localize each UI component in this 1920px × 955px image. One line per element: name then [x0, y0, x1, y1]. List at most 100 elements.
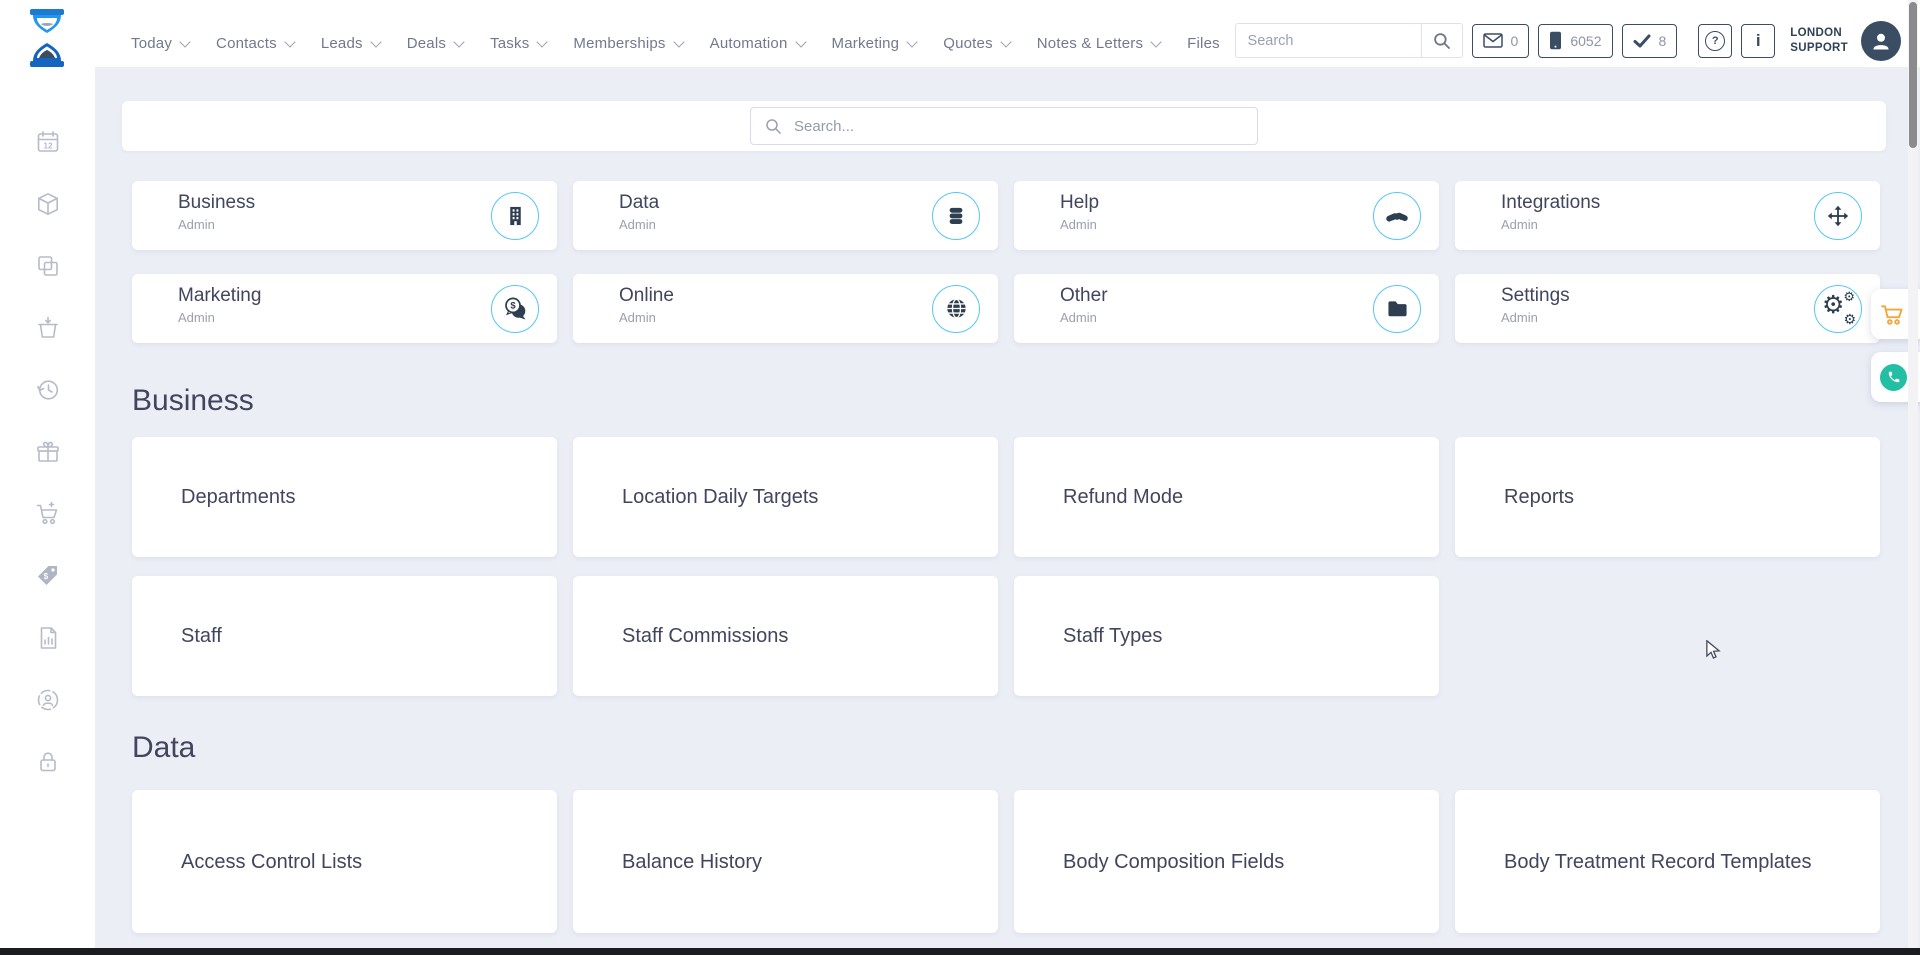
report-file-icon[interactable]	[35, 625, 61, 651]
category-title: Online	[619, 285, 674, 306]
settings-item-body-treatment-record-templates[interactable]: Body Treatment Record Templates	[1455, 790, 1880, 933]
phone-badge[interactable]: 6052	[1538, 23, 1613, 58]
section-heading-data: Data	[132, 731, 196, 764]
chevron-down-icon	[284, 35, 296, 48]
chevron-down-icon	[906, 35, 918, 48]
settings-item-location-daily-targets[interactable]: Location Daily Targets	[573, 437, 998, 557]
page-scrollbar[interactable]	[1908, 0, 1918, 955]
category-card-integrations[interactable]: Integrations Admin	[1455, 181, 1880, 250]
item-label: Access Control Lists	[181, 850, 363, 873]
nav-automation[interactable]: Automation	[710, 35, 807, 52]
question-icon: ?	[1705, 30, 1726, 51]
settings-item-staff-commissions[interactable]: Staff Commissions	[573, 576, 998, 696]
search-icon	[766, 118, 781, 134]
item-label: Reports	[1504, 486, 1575, 508]
lock-icon[interactable]	[35, 749, 61, 775]
search-icon	[1433, 32, 1450, 49]
cart-icon[interactable]	[35, 501, 61, 527]
mail-badge[interactable]: 0	[1471, 23, 1530, 58]
section-heading-business: Business	[132, 384, 254, 417]
gear-small-top: ⚙	[1843, 288, 1855, 304]
calendar-icon[interactable]: 12	[35, 129, 61, 155]
package-icon[interactable]	[35, 191, 61, 217]
search-submit-button[interactable]	[1420, 24, 1462, 57]
building-icon	[491, 191, 539, 240]
history-icon[interactable]	[35, 377, 61, 403]
category-card-help[interactable]: Help Admin	[1014, 181, 1439, 250]
item-label: Staff Commissions	[622, 625, 789, 647]
help-button[interactable]: ?	[1698, 23, 1733, 58]
svg-text:$: $	[510, 301, 516, 312]
icon-sidebar: 12 $	[0, 67, 95, 948]
chevron-down-icon	[1150, 35, 1162, 48]
main-nav: Today Contacts Leads Deals Tasks Members…	[131, 0, 1220, 77]
cart-icon	[1881, 304, 1903, 325]
item-label: Balance History	[622, 850, 763, 873]
nav-leads[interactable]: Leads	[320, 35, 382, 52]
nav-marketing[interactable]: Marketing	[832, 35, 918, 52]
category-subtitle: Admin	[178, 310, 215, 325]
scrollbar-thumb[interactable]	[1909, 2, 1917, 148]
settings-search-input[interactable]	[792, 116, 1243, 136]
nav-deals[interactable]: Deals	[407, 35, 465, 52]
nav-today[interactable]: Today	[131, 35, 191, 52]
category-title: Integrations	[1501, 192, 1601, 213]
category-card-data[interactable]: Data Admin	[573, 181, 998, 250]
user-avatar[interactable]	[1861, 20, 1901, 61]
category-card-other[interactable]: Other Admin	[1014, 274, 1439, 343]
settings-item-body-composition-fields[interactable]: Body Composition Fields	[1014, 790, 1439, 933]
gift-icon[interactable]	[35, 439, 61, 465]
envelope-icon	[1482, 33, 1503, 48]
item-label: Body Treatment Record Templates	[1504, 850, 1812, 873]
nav-label: Tasks	[490, 35, 530, 52]
item-label: Body Composition Fields	[1063, 850, 1285, 873]
category-title: Settings	[1501, 285, 1570, 306]
category-card-online[interactable]: Online Admin	[573, 274, 998, 343]
category-card-marketing[interactable]: Marketing Admin $	[132, 274, 557, 343]
window-bottom-edge	[0, 948, 1920, 955]
user-name-line1: LONDON	[1790, 26, 1842, 39]
nav-notes-letters[interactable]: Notes & Letters	[1036, 35, 1162, 52]
nav-label: Leads	[320, 35, 363, 52]
price-tag-icon[interactable]: $	[35, 563, 61, 589]
data-section-grid: Access Control Lists Balance History Bod…	[132, 790, 1880, 933]
nav-memberships[interactable]: Memberships	[573, 35, 685, 52]
settings-search-box	[750, 107, 1258, 145]
check-icon	[1633, 34, 1650, 47]
settings-item-access-control-lists[interactable]: Access Control Lists	[132, 790, 557, 933]
nav-label: Notes & Letters	[1036, 35, 1144, 52]
nav-contacts[interactable]: Contacts	[216, 35, 296, 52]
item-label: Staff	[181, 625, 222, 647]
settings-item-staff[interactable]: Staff	[132, 576, 557, 696]
globe-icon	[932, 284, 980, 333]
category-card-settings[interactable]: Settings Admin ⚙ ⚙ ⚙	[1455, 274, 1880, 343]
settings-item-staff-types[interactable]: Staff Types	[1014, 576, 1439, 696]
category-card-business[interactable]: Business Admin	[132, 181, 557, 250]
nav-label: Quotes	[943, 35, 993, 52]
app-logo-hourglass-icon[interactable]	[24, 9, 70, 67]
nav-quotes[interactable]: Quotes	[943, 35, 1012, 52]
nav-tasks[interactable]: Tasks	[490, 35, 549, 52]
header-search-input[interactable]	[1235, 32, 1421, 49]
settings-item-reports[interactable]: Reports	[1455, 437, 1880, 557]
order-intake-icon[interactable]	[35, 315, 61, 341]
chevron-down-icon	[370, 35, 382, 48]
user-name-line2: SUPPORT	[1790, 41, 1848, 54]
chevron-down-icon	[453, 35, 465, 48]
phone-circle	[1880, 363, 1907, 391]
tasks-badge[interactable]: 8	[1621, 23, 1678, 58]
item-label: Refund Mode	[1063, 486, 1184, 508]
category-title: Marketing	[178, 285, 262, 306]
info-button[interactable]: i	[1741, 23, 1776, 58]
settings-item-balance-history[interactable]: Balance History	[573, 790, 998, 933]
item-label: Location Daily Targets	[622, 486, 819, 508]
account-circle-icon[interactable]	[35, 687, 61, 713]
info-icon: i	[1755, 30, 1761, 50]
category-subtitle: Admin	[1060, 310, 1097, 325]
copy-icon[interactable]	[35, 253, 61, 279]
nav-files[interactable]: Files	[1187, 35, 1220, 52]
settings-item-refund-mode[interactable]: Refund Mode	[1014, 437, 1439, 557]
settings-item-departments[interactable]: Departments	[132, 437, 557, 557]
category-subtitle: Admin	[1060, 217, 1097, 232]
top-navbar: Today Contacts Leads Deals Tasks Members…	[0, 0, 1920, 67]
